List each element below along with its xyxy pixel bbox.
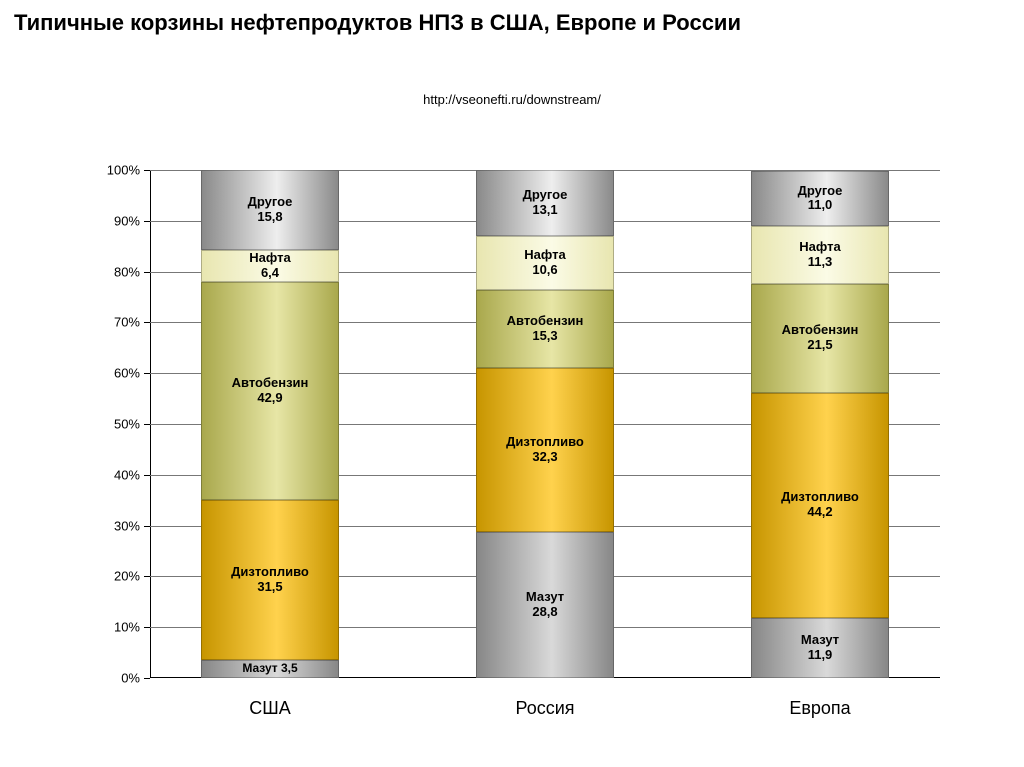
y-tick-mark (144, 424, 150, 425)
y-tick-mark (144, 322, 150, 323)
segment-Автобензин: Автобензин15,3 (476, 290, 614, 368)
y-tick-label: 100% (92, 163, 140, 178)
segment-Мазут: Мазут28,8 (476, 532, 614, 678)
segment-Мазут: Мазут 3,5 (201, 660, 339, 678)
segment-Дизтопливо: Дизтопливо32,3 (476, 368, 614, 532)
category-label: Европа (789, 698, 850, 719)
y-tick-label: 20% (92, 569, 140, 584)
y-tick-mark (144, 221, 150, 222)
segment-Нафта: Нафта6,4 (201, 250, 339, 283)
y-tick-label: 40% (92, 467, 140, 482)
y-tick-label: 60% (92, 366, 140, 381)
category-label: США (249, 698, 291, 719)
segment-Мазут: Мазут11,9 (751, 618, 889, 678)
segment-Другое: Другое13,1 (476, 170, 614, 237)
bar-США: Мазут 3,5Дизтопливо31,5Автобензин42,9Наф… (201, 170, 339, 678)
y-tick-mark (144, 170, 150, 171)
segment-Дизтопливо: Дизтопливо44,2 (751, 393, 889, 618)
y-tick-mark (144, 526, 150, 527)
y-tick-mark (144, 678, 150, 679)
y-tick-label: 10% (92, 620, 140, 635)
y-tick-label: 50% (92, 417, 140, 432)
segment-Другое: Другое15,8 (201, 170, 339, 250)
y-tick-mark (144, 576, 150, 577)
segment-Нафта: Нафта10,6 (476, 236, 614, 290)
source-url: http://vseonefti.ru/downstream/ (0, 36, 1024, 107)
segment-Автобензин: Автобензин21,5 (751, 284, 889, 393)
y-tick-label: 80% (92, 264, 140, 279)
plot-area: 0%10%20%30%40%50%60%70%80%90%100%Мазут 3… (150, 170, 940, 678)
category-label: Россия (515, 698, 574, 719)
y-tick-label: 70% (92, 315, 140, 330)
y-tick-mark (144, 627, 150, 628)
segment-Автобензин: Автобензин42,9 (201, 282, 339, 500)
page-title: Типичные корзины нефтепродуктов НПЗ в СШ… (0, 0, 1024, 36)
y-tick-mark (144, 272, 150, 273)
segment-Дизтопливо: Дизтопливо31,5 (201, 500, 339, 660)
y-tick-label: 90% (92, 213, 140, 228)
y-tick-mark (144, 373, 150, 374)
segment-Нафта: Нафта11,3 (751, 226, 889, 283)
bar-Россия: Мазут28,8Дизтопливо32,3Автобензин15,3Наф… (476, 170, 614, 678)
segment-Другое: Другое11,0 (751, 171, 889, 227)
bar-Европа: Мазут11,9Дизтопливо44,2Автобензин21,5Наф… (751, 170, 889, 678)
y-tick-label: 30% (92, 518, 140, 533)
y-tick-mark (144, 475, 150, 476)
y-tick-label: 0% (92, 671, 140, 686)
